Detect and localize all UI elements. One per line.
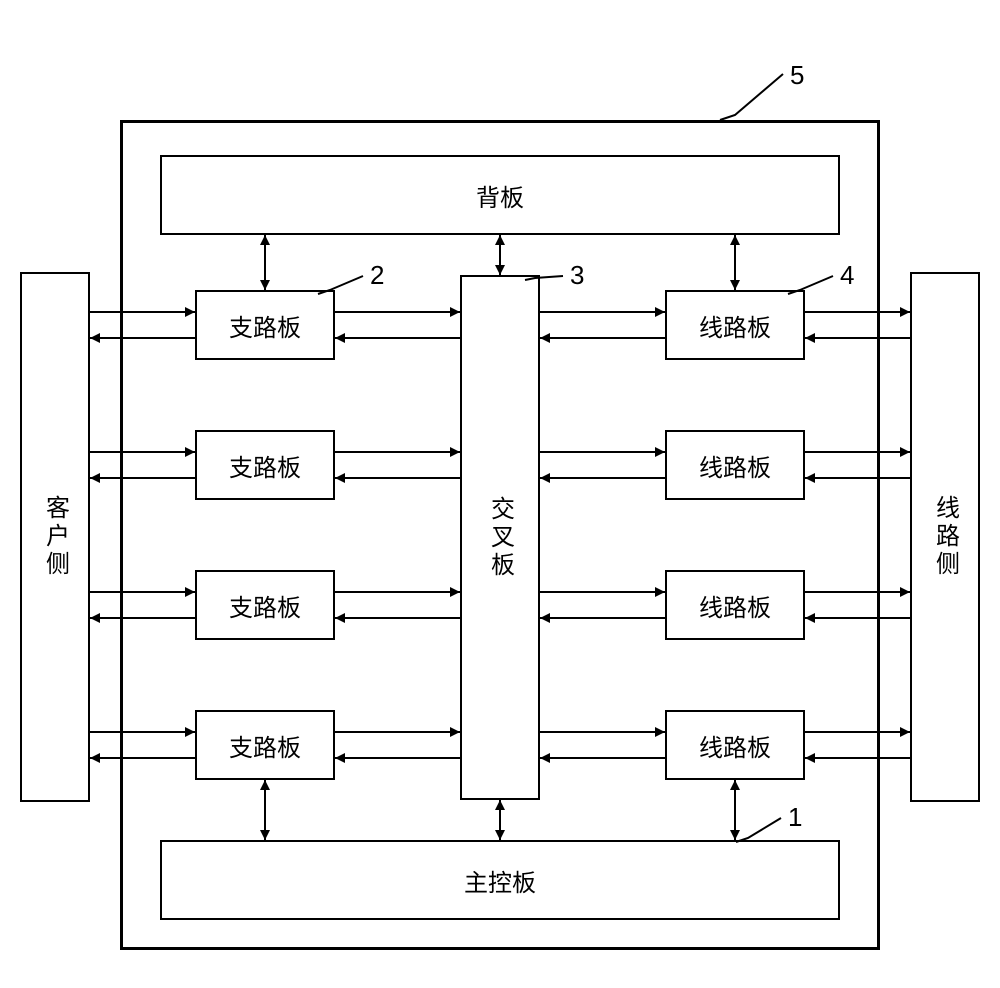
branch-board-label: 支路板 <box>229 728 301 763</box>
client-side-box: 客户侧 <box>20 272 90 802</box>
line-side-box: 线路侧 <box>910 272 980 802</box>
branch-board-3: 支路板 <box>195 570 335 640</box>
line-board-label: 线路板 <box>699 728 771 763</box>
line-board-label: 线路板 <box>699 308 771 343</box>
line-board-3: 线路板 <box>665 570 805 640</box>
line-board-4: 线路板 <box>665 710 805 780</box>
cross-board-label: 交叉板 <box>483 496 518 580</box>
callout-3: 3 <box>570 260 584 291</box>
main-control-box: 主控板 <box>160 840 840 920</box>
callout-2: 2 <box>370 260 384 291</box>
branch-board-label: 支路板 <box>229 588 301 623</box>
backplane-label: 背板 <box>476 178 524 213</box>
line-board-1: 线路板 <box>665 290 805 360</box>
branch-board-2: 支路板 <box>195 430 335 500</box>
branch-board-4: 支路板 <box>195 710 335 780</box>
callout-4: 4 <box>840 260 854 291</box>
cross-board-box: 交叉板 <box>460 275 540 800</box>
backplane-box: 背板 <box>160 155 840 235</box>
line-board-label: 线路板 <box>699 448 771 483</box>
branch-board-1: 支路板 <box>195 290 335 360</box>
branch-board-label: 支路板 <box>229 308 301 343</box>
line-side-label: 线路侧 <box>928 495 963 579</box>
callout-5: 5 <box>790 60 804 91</box>
callout-1: 1 <box>788 802 802 833</box>
diagram-root: 客户侧 线路侧 背板 主控板 交叉板 支路板 支路板 支路板 支路板 线路板 线… <box>0 0 1000 988</box>
client-side-label: 客户侧 <box>38 495 73 579</box>
main-control-label: 主控板 <box>464 863 536 898</box>
line-board-2: 线路板 <box>665 430 805 500</box>
line-board-label: 线路板 <box>699 588 771 623</box>
branch-board-label: 支路板 <box>229 448 301 483</box>
